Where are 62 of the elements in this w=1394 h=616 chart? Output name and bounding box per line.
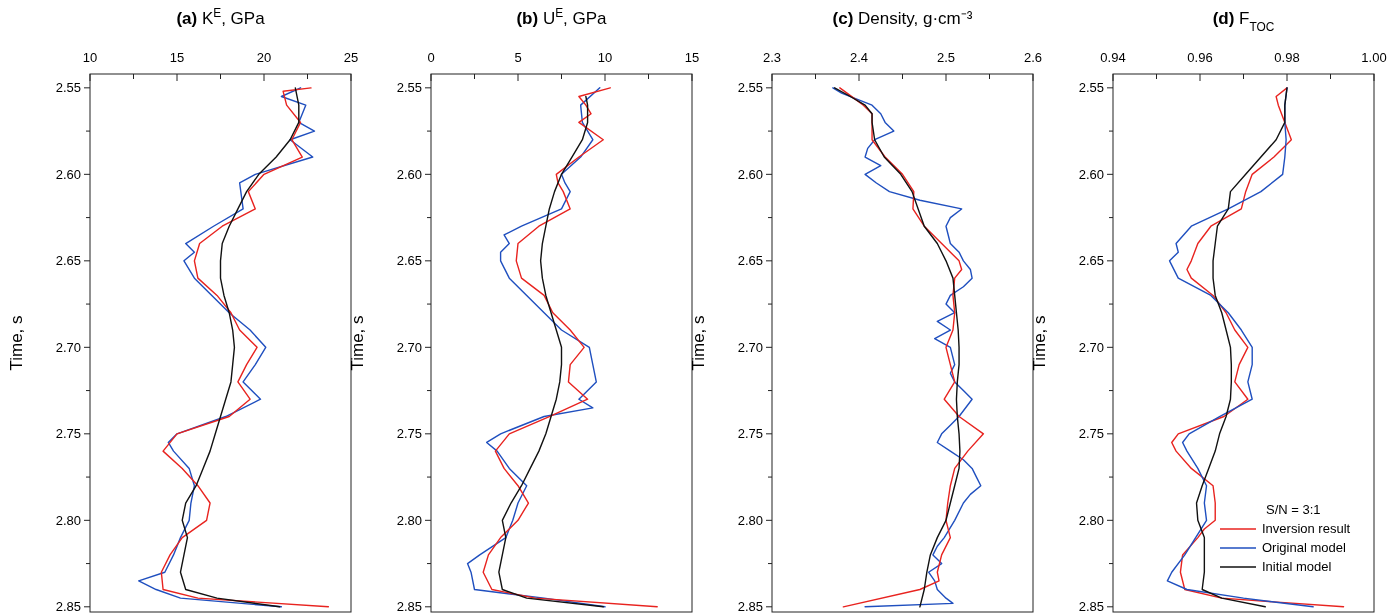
y-tick-label: 2.70	[1078, 339, 1104, 355]
x-tick-label: 1.00	[1361, 50, 1387, 65]
y-tick-label: 2.85	[737, 599, 763, 615]
y-tick-label: 2.65	[55, 253, 81, 269]
y-tick-label: 2.75	[396, 426, 422, 442]
y-axis-title: Time, s	[348, 315, 367, 371]
y-tick-label: 2.85	[396, 599, 422, 615]
y-tick-label: 2.60	[55, 166, 81, 182]
y-tick-label: 2.65	[1078, 253, 1104, 269]
x-tick-label: 0	[427, 50, 435, 65]
y-tick-label: 2.60	[396, 166, 422, 182]
y-tick-label: 2.60	[1078, 166, 1104, 182]
line-series	[160, 87, 330, 608]
line-series	[498, 95, 604, 608]
line-series	[466, 87, 606, 608]
x-tick-label: 10	[597, 50, 613, 65]
x-tick-label: 0.98	[1274, 50, 1300, 65]
y-tick-label: 2.55	[396, 80, 422, 96]
x-tick-label: 2.3	[762, 50, 782, 65]
legend-label: Inversion result	[1262, 521, 1351, 536]
legend-label: Original model	[1262, 540, 1346, 555]
chart-title: (a) K$^{E}$, GPa	[176, 6, 266, 28]
y-tick-label: 2.80	[55, 512, 81, 528]
y-tick-label: 2.55	[1078, 80, 1104, 96]
y-tick-label: 2.75	[55, 426, 81, 442]
x-tick-label: 2.5	[936, 50, 956, 65]
x-tick-label: 15	[684, 50, 700, 65]
x-tick-label: 0.94	[1100, 50, 1126, 65]
y-tick-label: 2.80	[737, 512, 763, 528]
y-tick-label: 2.65	[396, 253, 422, 269]
y-tick-label: 2.70	[396, 339, 422, 355]
y-tick-label: 2.75	[1078, 426, 1104, 442]
y-tick-label: 2.85	[1078, 599, 1104, 615]
y-tick-label: 2.60	[737, 166, 763, 182]
y-axis-title: Time, s	[7, 315, 26, 371]
line-series	[138, 87, 316, 608]
y-tick-label: 2.65	[737, 253, 763, 269]
y-tick-label: 2.55	[737, 80, 763, 96]
y-tick-label: 2.80	[396, 512, 422, 528]
y-tick-label: 2.85	[55, 599, 81, 615]
y-tick-label: 2.80	[1078, 512, 1104, 528]
y-tick-label: 2.55	[55, 80, 81, 96]
x-tick-label: 2.4	[849, 50, 869, 65]
y-tick-label: 2.70	[55, 339, 81, 355]
y-tick-label: 2.75	[737, 426, 763, 442]
line-series	[179, 87, 300, 608]
legend-title: S/N = 3:1	[1266, 502, 1321, 517]
y-axis-title: Time, s	[689, 315, 708, 371]
x-tick-label: 10	[82, 50, 98, 65]
y-axis-title: Time, s	[1030, 315, 1049, 371]
chart-title: (b) U$^{E}$, GPa	[516, 6, 608, 28]
legend-label: Initial model	[1262, 559, 1332, 574]
chart-title: (c) Density, g·cm⁻³	[832, 9, 973, 28]
line-series	[482, 87, 658, 608]
chart-title: (d) F$_{TOC}$	[1212, 9, 1275, 34]
x-tick-label: 5	[514, 50, 522, 65]
x-tick-label: 20	[256, 50, 272, 65]
x-tick-label: 2.6	[1023, 50, 1043, 65]
x-tick-label: 25	[343, 50, 359, 65]
x-tick-label: 15	[169, 50, 185, 65]
y-tick-label: 2.70	[737, 339, 763, 355]
x-tick-label: 0.96	[1187, 50, 1213, 65]
